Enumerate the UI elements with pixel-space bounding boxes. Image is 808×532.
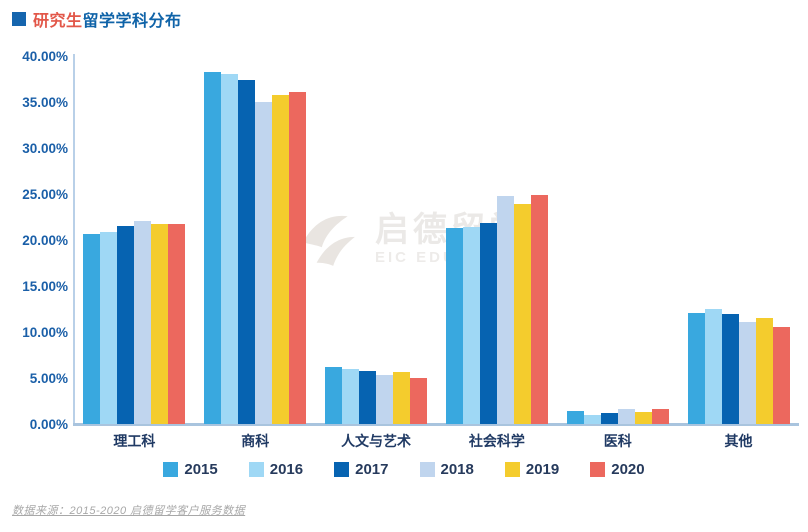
eic-logo-icon	[303, 215, 355, 266]
bar-2017-cat1	[238, 79, 256, 424]
bar-2015-cat0	[83, 233, 101, 424]
bar-2020-cat3	[530, 194, 548, 424]
y-tick-label: 25.00%	[22, 187, 68, 202]
x-category-label-2: 人文与艺术	[341, 433, 412, 449]
legend-item-2017: 2017	[334, 461, 389, 478]
legend-label-2015: 2015	[184, 461, 218, 478]
bar-2018-cat2	[376, 375, 394, 424]
bar-2020-cat5	[772, 327, 790, 424]
bar-2017-cat0	[117, 226, 135, 424]
legend-item-2015: 2015	[163, 461, 218, 478]
bar-2018-cat4	[617, 409, 635, 424]
bar-2019-cat5	[755, 318, 773, 424]
page-title: 研究生留学学科分布	[33, 7, 182, 31]
y-tick-label: 0.00%	[29, 417, 68, 432]
bar-2019-cat4	[634, 412, 652, 424]
bar-group-cat0	[74, 56, 195, 424]
legend-label-2017: 2017	[355, 461, 389, 478]
bar-2018-cat0	[134, 220, 152, 424]
bar-2016-cat4	[583, 414, 601, 424]
y-tick-label: 20.00%	[22, 233, 68, 248]
title-bullet-square	[12, 12, 26, 26]
legend-swatch-2015	[163, 462, 179, 477]
bar-2017-cat5	[721, 313, 739, 424]
bar-2016-cat0	[100, 231, 118, 424]
bar-2018-cat3	[496, 195, 514, 424]
bar-2019-cat0	[151, 224, 169, 424]
x-axis-labels: 理工科 商科 人文与艺术 社会科学 医科 其他	[74, 431, 799, 451]
bar-2015-cat5	[687, 312, 705, 424]
legend-item-2018: 2018	[419, 461, 474, 478]
bar-2015-cat4	[566, 411, 584, 424]
legend-label-2016: 2016	[269, 461, 304, 478]
bar-group-cat2	[316, 56, 437, 424]
x-category-label-0: 理工科	[113, 433, 156, 449]
bar-2016-cat1	[221, 74, 239, 424]
y-tick-label: 10.00%	[22, 325, 68, 340]
bar-2019-cat1	[272, 94, 290, 424]
data-source-note: 数据来源：2015-2020 启德留学客户服务数据	[12, 505, 246, 517]
bar-2017-cat2	[359, 370, 377, 424]
plot-area	[74, 56, 799, 424]
page-title-rest: 留学学科分布	[82, 13, 182, 30]
x-category-label-5: 其他	[724, 433, 753, 449]
y-tick-label: 15.00%	[22, 279, 68, 294]
y-tick-label: 5.00%	[29, 371, 68, 386]
legend-swatch-2019	[504, 462, 520, 477]
bar-2017-cat4	[600, 413, 618, 424]
x-category-label-1: 商科	[241, 433, 270, 449]
legend-label-2018: 2018	[440, 461, 474, 478]
y-tick-label: 30.00%	[22, 141, 68, 156]
bar-group-cat3	[436, 56, 557, 424]
legend-swatch-2020	[590, 462, 606, 477]
chart-header: 研究生留学学科分布	[12, 7, 182, 31]
legend-item-2019: 2019	[504, 461, 560, 478]
bar-2018-cat1	[255, 102, 273, 424]
bar-group-cat4	[557, 56, 678, 424]
legend-swatch-2016	[248, 462, 264, 477]
x-axis-line	[73, 423, 799, 426]
bar-2020-cat0	[168, 224, 186, 424]
bar-2017-cat3	[479, 223, 497, 424]
bar-2015-cat3	[445, 228, 463, 424]
bar-group-cat1	[195, 56, 316, 424]
bar-2016-cat5	[704, 309, 722, 424]
legend-item-2016: 2016	[248, 461, 304, 478]
bar-2020-cat4	[651, 409, 669, 424]
bar-2018-cat5	[738, 321, 756, 424]
bar-group-cat5	[678, 56, 799, 424]
bar-2019-cat2	[393, 371, 411, 424]
x-category-label-4: 医科	[603, 433, 632, 449]
y-axis-line	[73, 54, 75, 425]
legend: 2015 2016 2017 2018 2019 2020	[0, 461, 808, 478]
bar-2019-cat3	[513, 204, 531, 424]
legend-label-2020: 2020	[611, 461, 645, 478]
legend-swatch-2017	[334, 462, 350, 477]
bar-2020-cat2	[410, 378, 428, 424]
bar-2016-cat3	[462, 227, 480, 424]
y-tick-label: 35.00%	[22, 95, 68, 110]
y-tick-label: 40.00%	[22, 49, 68, 64]
bar-2015-cat2	[325, 367, 343, 424]
bar-2016-cat2	[342, 368, 360, 424]
legend-item-2020: 2020	[590, 461, 645, 478]
bar-2020-cat1	[289, 91, 307, 424]
bar-2015-cat1	[204, 71, 222, 424]
legend-swatch-2018	[419, 462, 435, 477]
legend-label-2019: 2019	[525, 461, 560, 478]
x-category-label-3: 社会科学	[468, 433, 525, 449]
page-title-highlight: 研究生	[33, 13, 83, 30]
